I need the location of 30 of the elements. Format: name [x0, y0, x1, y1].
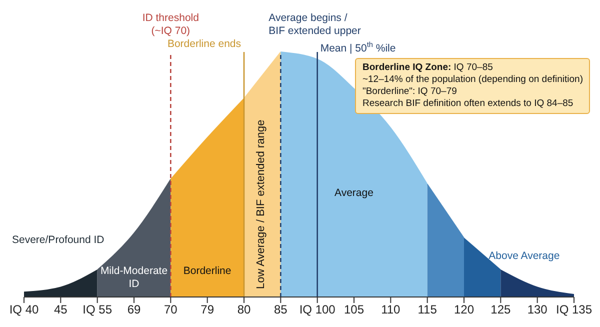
x-tick-label: IQ 40 — [9, 302, 39, 317]
annotation: ~12–14% of the population (depending on definition) — [362, 74, 583, 86]
x-tick-label: 105 — [344, 302, 364, 317]
series-label: Borderline — [182, 265, 232, 278]
annotation: "Borderline": IQ 70–79 — [362, 86, 458, 98]
x-tick-label: IQ 55 — [82, 302, 112, 317]
x-tick-label: 125 — [490, 302, 511, 317]
x-tick-label: 130 — [527, 302, 548, 317]
ref-line-label: Average begins / BIF extended upper — [268, 12, 361, 38]
x-tick-label: 110 — [381, 302, 401, 317]
x-tick-label: 85 — [274, 302, 288, 317]
ref-line-label: Mean | 50$^{th}$ %ile — [320, 39, 396, 56]
annotation: Borderline IQ Zone: IQ 70–85 — [362, 62, 494, 74]
x-tick-label: 79 — [200, 302, 214, 317]
text: Severe/Profound ID — [12, 234, 104, 246]
series-label: Mild-Moderate ID — [100, 265, 168, 291]
x-tick-label: 45 — [54, 302, 68, 317]
annotation: Research BIF definition often extends to IQ 84–85 — [362, 98, 574, 110]
x-tick-label: 69 — [127, 302, 141, 317]
series-label: Low Average / BIF extended range — [255, 120, 268, 289]
series-label: Above Average — [488, 250, 560, 262]
x-tick-label: 70 — [164, 302, 178, 317]
ref-line-label: Borderline ends — [167, 38, 241, 51]
x-tick-label: 80 — [237, 302, 251, 317]
ref-line-label: ID threshold (~IQ 70) — [142, 12, 199, 38]
x-tick-label: 115 — [418, 302, 438, 317]
x-tick-label: IQ 100 — [299, 302, 336, 317]
x-tick-label: 120 — [454, 302, 474, 317]
x-tick-label: IQ 135 — [556, 302, 592, 317]
series-label: Average — [334, 186, 374, 200]
